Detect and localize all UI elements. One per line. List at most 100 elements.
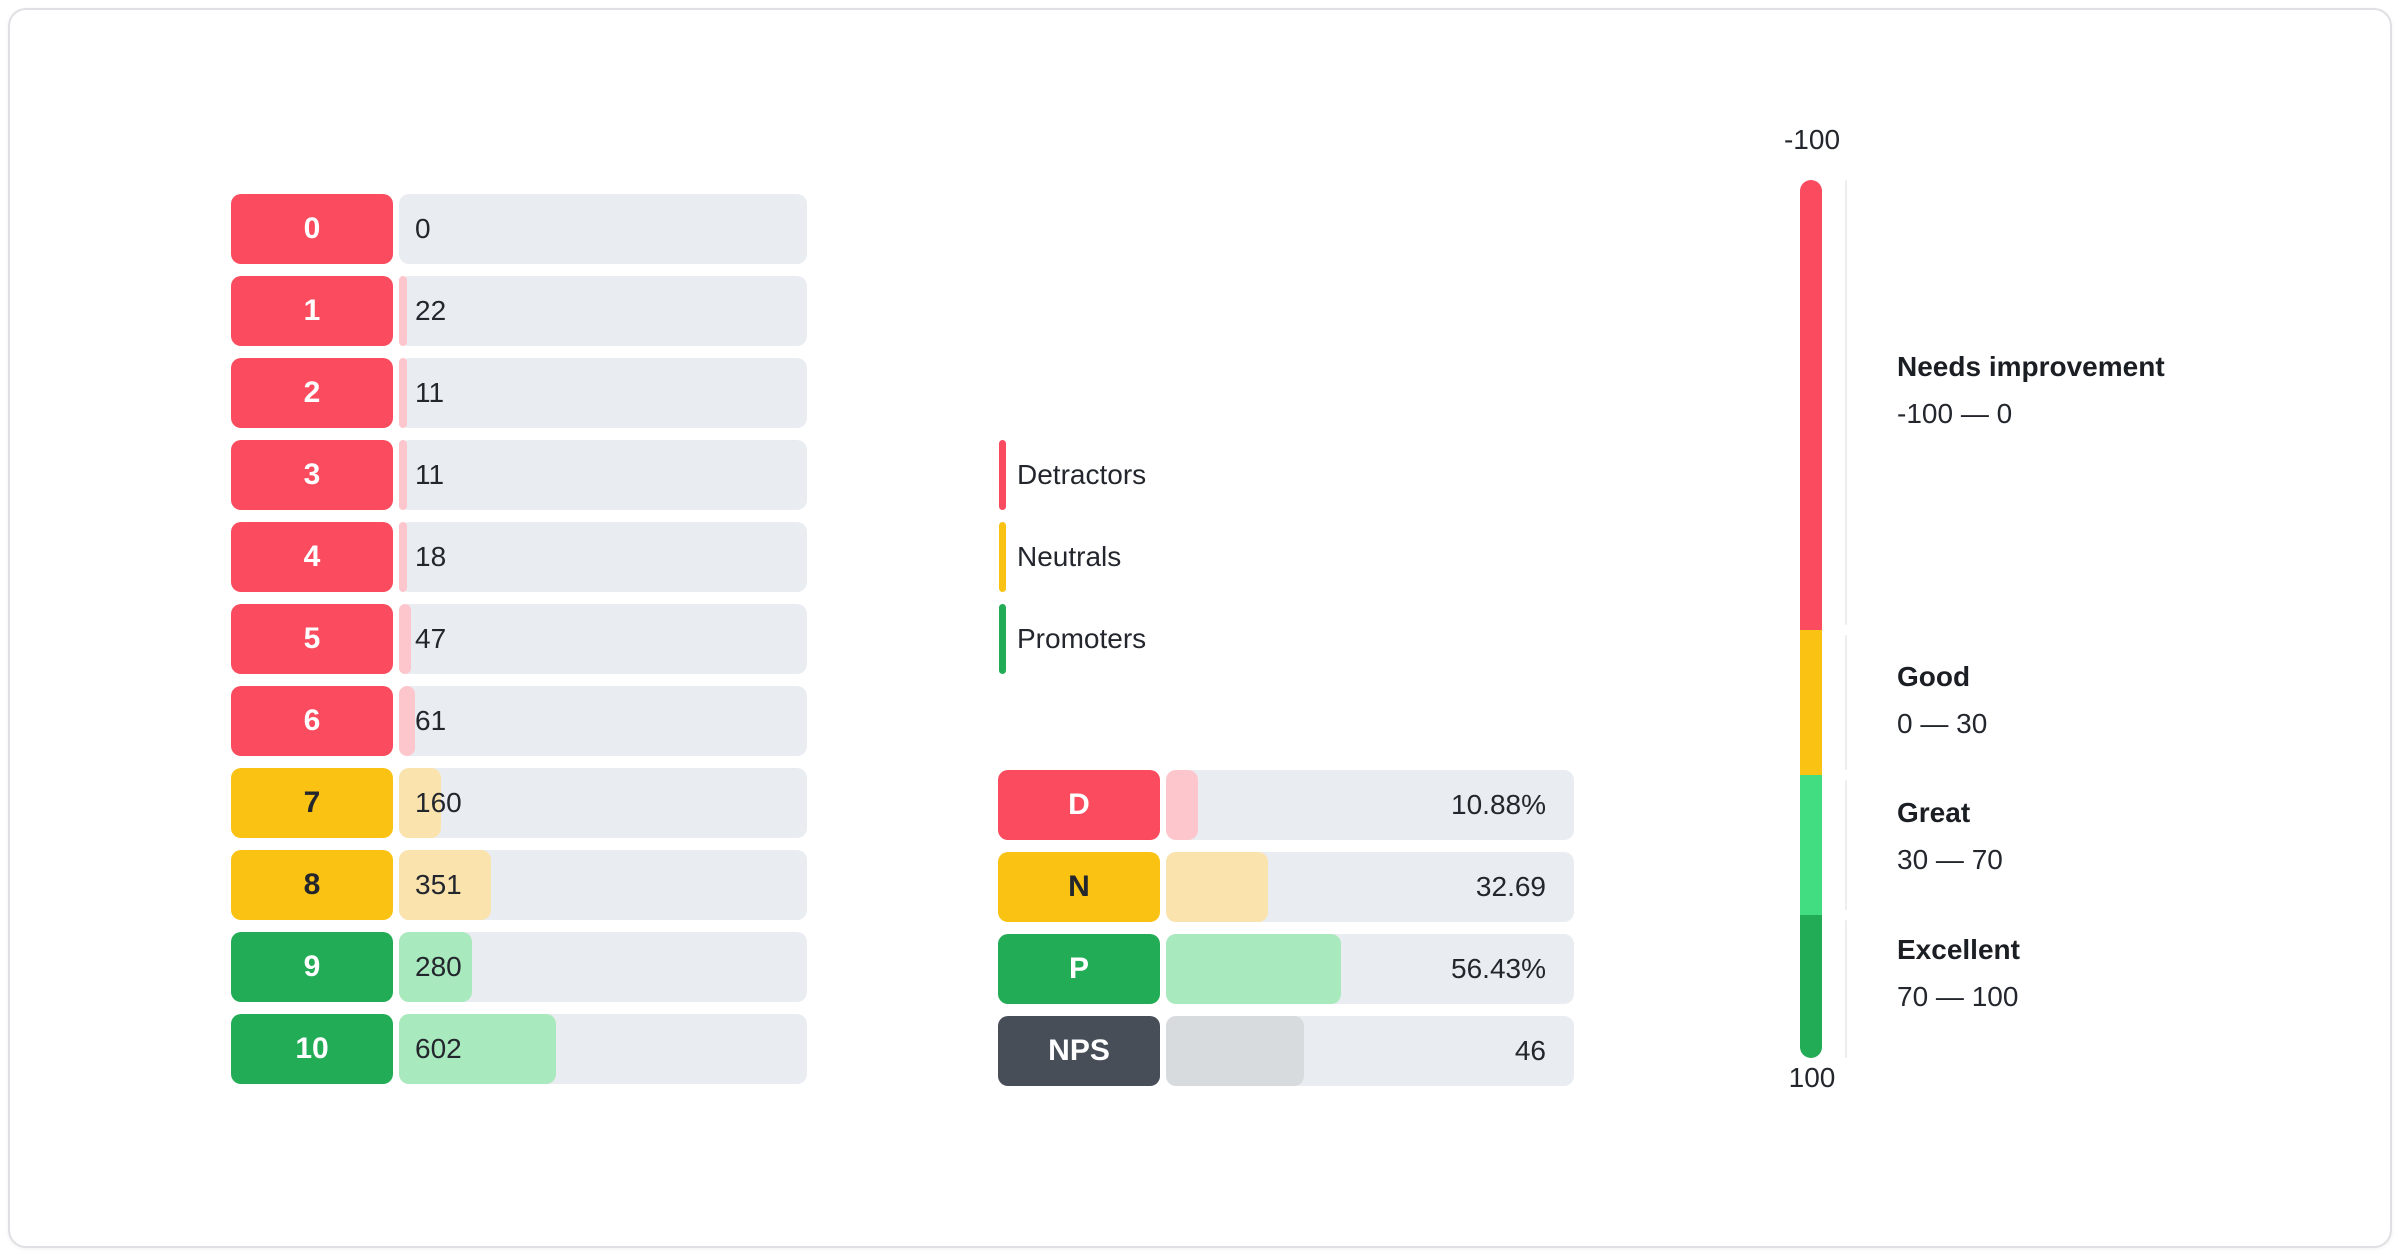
bar-value-label: 47 (415, 623, 447, 654)
gauge-category-title: Good (1897, 661, 1971, 692)
bar-value-label: 11 (415, 377, 445, 408)
legend-item-detractor: Detractors (999, 440, 1146, 510)
distribution-row: 8 351 (231, 850, 807, 920)
summary-value-label: 10.88% (1451, 789, 1546, 820)
nps-gauge-bar (1800, 180, 1822, 1058)
bar-fill (399, 932, 473, 1002)
score-badge: 9 (231, 932, 393, 1002)
distribution-row: 5 47 (231, 604, 807, 674)
gauge-category-label: Great 30 — 70 (1897, 795, 2003, 878)
score-badge: 0 (231, 194, 393, 264)
bar-value-label: 61 (415, 705, 447, 736)
distribution-row: 4 18 (231, 522, 807, 592)
distribution-row: 2 11 (231, 358, 807, 428)
score-badge: 7 (231, 768, 393, 838)
bar-value-label: 602 (415, 1033, 462, 1064)
score-badge: 1 (231, 276, 393, 346)
distribution-row: 6 61 (231, 686, 807, 756)
summary-badge: P (998, 934, 1160, 1004)
gauge-category-range: 30 — 70 (1897, 844, 2003, 875)
gauge-separator-segment (1845, 635, 1847, 771)
bar-track: 160 (399, 768, 807, 838)
gauge-category-label: Needs improvement -100 — 0 (1897, 349, 2165, 432)
legend-swatch-icon (999, 522, 1006, 592)
summary-row-p: P 56.43% (998, 934, 1574, 1004)
bar-track: 18 (399, 522, 807, 592)
gauge-tick-bottom: 100 (1788, 1062, 1836, 1093)
score-badge: 3 (231, 440, 393, 510)
legend-label: Promoters (1017, 623, 1147, 654)
gauge-category-range: 70 — 100 (1897, 981, 2019, 1012)
bar-fill (399, 850, 491, 920)
gauge-segment-1 (1800, 630, 1822, 776)
gauge-category-range: 0 — 30 (1897, 708, 1988, 739)
summary-value-label: 32.69 (1475, 871, 1546, 902)
distribution-row: 1 22 (231, 276, 807, 346)
bar-value-label: 351 (415, 869, 462, 900)
bar-value-label: 11 (415, 459, 445, 490)
bar-fill (399, 440, 407, 510)
score-distribution-chart: 0 0 1 22 2 11 3 11 4 18 5 47 6 61 7 160 8 351 9 280 10 602 (231, 194, 807, 1086)
bar-fill (399, 604, 412, 674)
summary-badge: NPS (998, 1016, 1160, 1086)
gauge-separator-segment (1845, 780, 1847, 910)
distribution-row: 10 602 (231, 1014, 807, 1084)
summary-bar-fill (1166, 852, 1269, 922)
summary-bar-track: 46 (1166, 1016, 1574, 1086)
gauge-category-title: Needs improvement (1897, 351, 2165, 382)
bar-track: 0 (399, 194, 807, 264)
bar-track: 11 (399, 358, 807, 428)
gauge-category-title: Great (1897, 797, 1971, 828)
score-badge: 6 (231, 686, 393, 756)
summary-row-n: N 32.69 (998, 852, 1574, 922)
summary-bar-fill (1166, 1016, 1305, 1086)
legend-item-promoter: Promoters (999, 604, 1146, 674)
score-badge: 8 (231, 850, 393, 920)
distribution-row: 9 280 (231, 932, 807, 1002)
summary-badge: N (998, 852, 1160, 922)
gauge-category-label: Excellent 70 — 100 (1897, 932, 2020, 1015)
summary-bar-track: 10.88% (1166, 770, 1574, 840)
bar-track: 61 (399, 686, 807, 756)
distribution-row: 3 11 (231, 440, 807, 510)
bar-value-label: 280 (415, 951, 462, 982)
bar-value-label: 160 (415, 787, 462, 818)
bar-track: 351 (399, 850, 807, 920)
summary-bar-track: 56.43% (1166, 934, 1574, 1004)
legend-swatch-icon (999, 440, 1006, 510)
bar-track: 11 (399, 440, 807, 510)
nps-summary-chart: D 10.88% N 32.69 P 56.43% NPS 46 (998, 770, 1574, 1086)
bar-track: 602 (399, 1014, 807, 1084)
bar-value-label: 0 (415, 213, 431, 244)
bar-fill (399, 276, 407, 346)
score-badge: 5 (231, 604, 393, 674)
distribution-row: 7 160 (231, 768, 807, 838)
gauge-category-title: Excellent (1897, 934, 2020, 965)
gauge-separator-segment (1845, 180, 1847, 626)
bar-fill (399, 522, 407, 592)
summary-value-label: 46 (1514, 1035, 1546, 1066)
legend-label: Detractors (1017, 459, 1147, 490)
legend-item-neutral: Neutrals (999, 522, 1121, 592)
bar-track: 47 (399, 604, 807, 674)
bar-fill (399, 768, 441, 838)
score-badge: 4 (231, 522, 393, 592)
gauge-segment-0 (1800, 180, 1822, 631)
gauge-category-labels: Needs improvement -100 — 0 Good 0 — 30 Great… (1897, 180, 2317, 1058)
gauge-segment-3 (1800, 914, 1822, 1058)
bar-value-label: 18 (415, 541, 447, 572)
gauge-separator (1845, 180, 1847, 1058)
gauge-separator-segment (1845, 919, 1847, 1058)
gauge-category-label: Good 0 — 30 (1897, 659, 1987, 742)
gauge-category-range: -100 — 0 (1897, 398, 2013, 429)
bar-track: 22 (399, 276, 807, 346)
legend: Detractors Neutrals Promoters (999, 440, 1299, 716)
bar-fill (399, 1014, 557, 1084)
summary-badge: D (998, 770, 1160, 840)
bar-track: 280 (399, 932, 807, 1002)
legend-swatch-icon (999, 604, 1006, 674)
summary-bar-track: 32.69 (1166, 852, 1574, 922)
bar-fill (399, 686, 415, 756)
legend-label: Neutrals (1017, 541, 1122, 572)
